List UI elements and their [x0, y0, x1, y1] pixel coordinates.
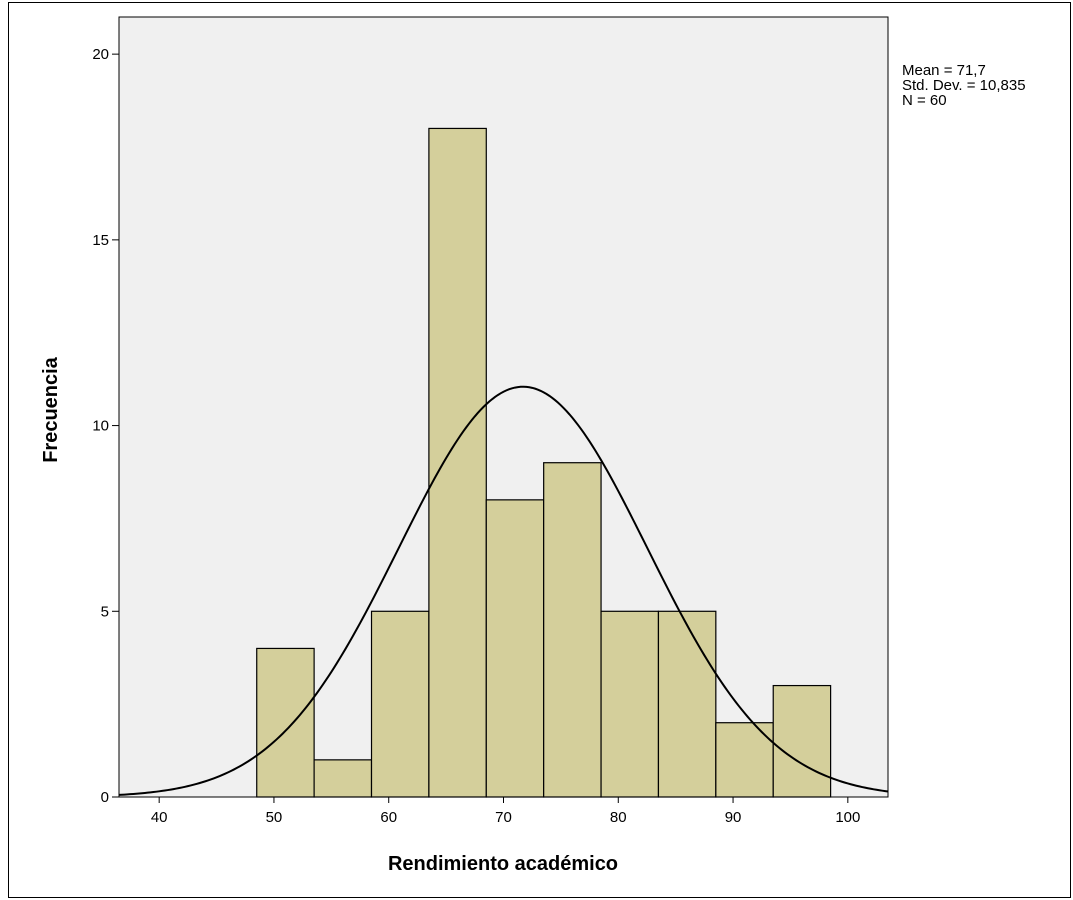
histogram-bar-4 — [485, 499, 545, 798]
x-tick-label-100: 100 — [835, 809, 860, 826]
x-tick-label-80: 80 — [610, 809, 627, 826]
y-tick-label-15: 15 — [92, 232, 109, 249]
y-tick-label-5: 5 — [101, 603, 109, 620]
histogram-bar-2 — [370, 610, 430, 798]
x-axis-title: Rendimiento académico — [388, 853, 618, 875]
x-tick-label-40: 40 — [151, 809, 168, 826]
y-axis-title: Frecuencia — [40, 356, 62, 462]
x-tick-label-60: 60 — [380, 809, 397, 826]
x-tick-label-70: 70 — [495, 809, 512, 826]
y-tick-label-20: 20 — [92, 46, 109, 63]
x-tick-label-90: 90 — [725, 809, 742, 826]
stats-legend: Mean = 71,7 Std. Dev. = 10,835 N = 60 — [902, 62, 1026, 109]
histogram-bar-7 — [657, 610, 717, 798]
histogram-bar-0 — [256, 647, 315, 798]
stats-mean: Mean = 71,7 — [902, 62, 986, 79]
histogram-bar-1 — [313, 759, 373, 798]
stats-std-dev: Std. Dev. = 10,835 — [902, 77, 1026, 94]
x-tick-label-50: 50 — [266, 809, 283, 826]
histogram-bar-9 — [772, 684, 832, 798]
histogram-bar-6 — [600, 610, 660, 798]
bars-group — [256, 127, 832, 798]
axes-group: 40 50 60 70 80 90 100 0 5 10 15 20 — [92, 17, 888, 826]
normal-curve — [118, 385, 889, 796]
y-tick-label-0: 0 — [101, 789, 109, 806]
y-tick-label-10: 10 — [92, 418, 109, 435]
stats-n: N = 60 — [902, 92, 947, 109]
histogram-bar-5 — [543, 462, 602, 798]
histogram-bar-3 — [428, 127, 487, 798]
